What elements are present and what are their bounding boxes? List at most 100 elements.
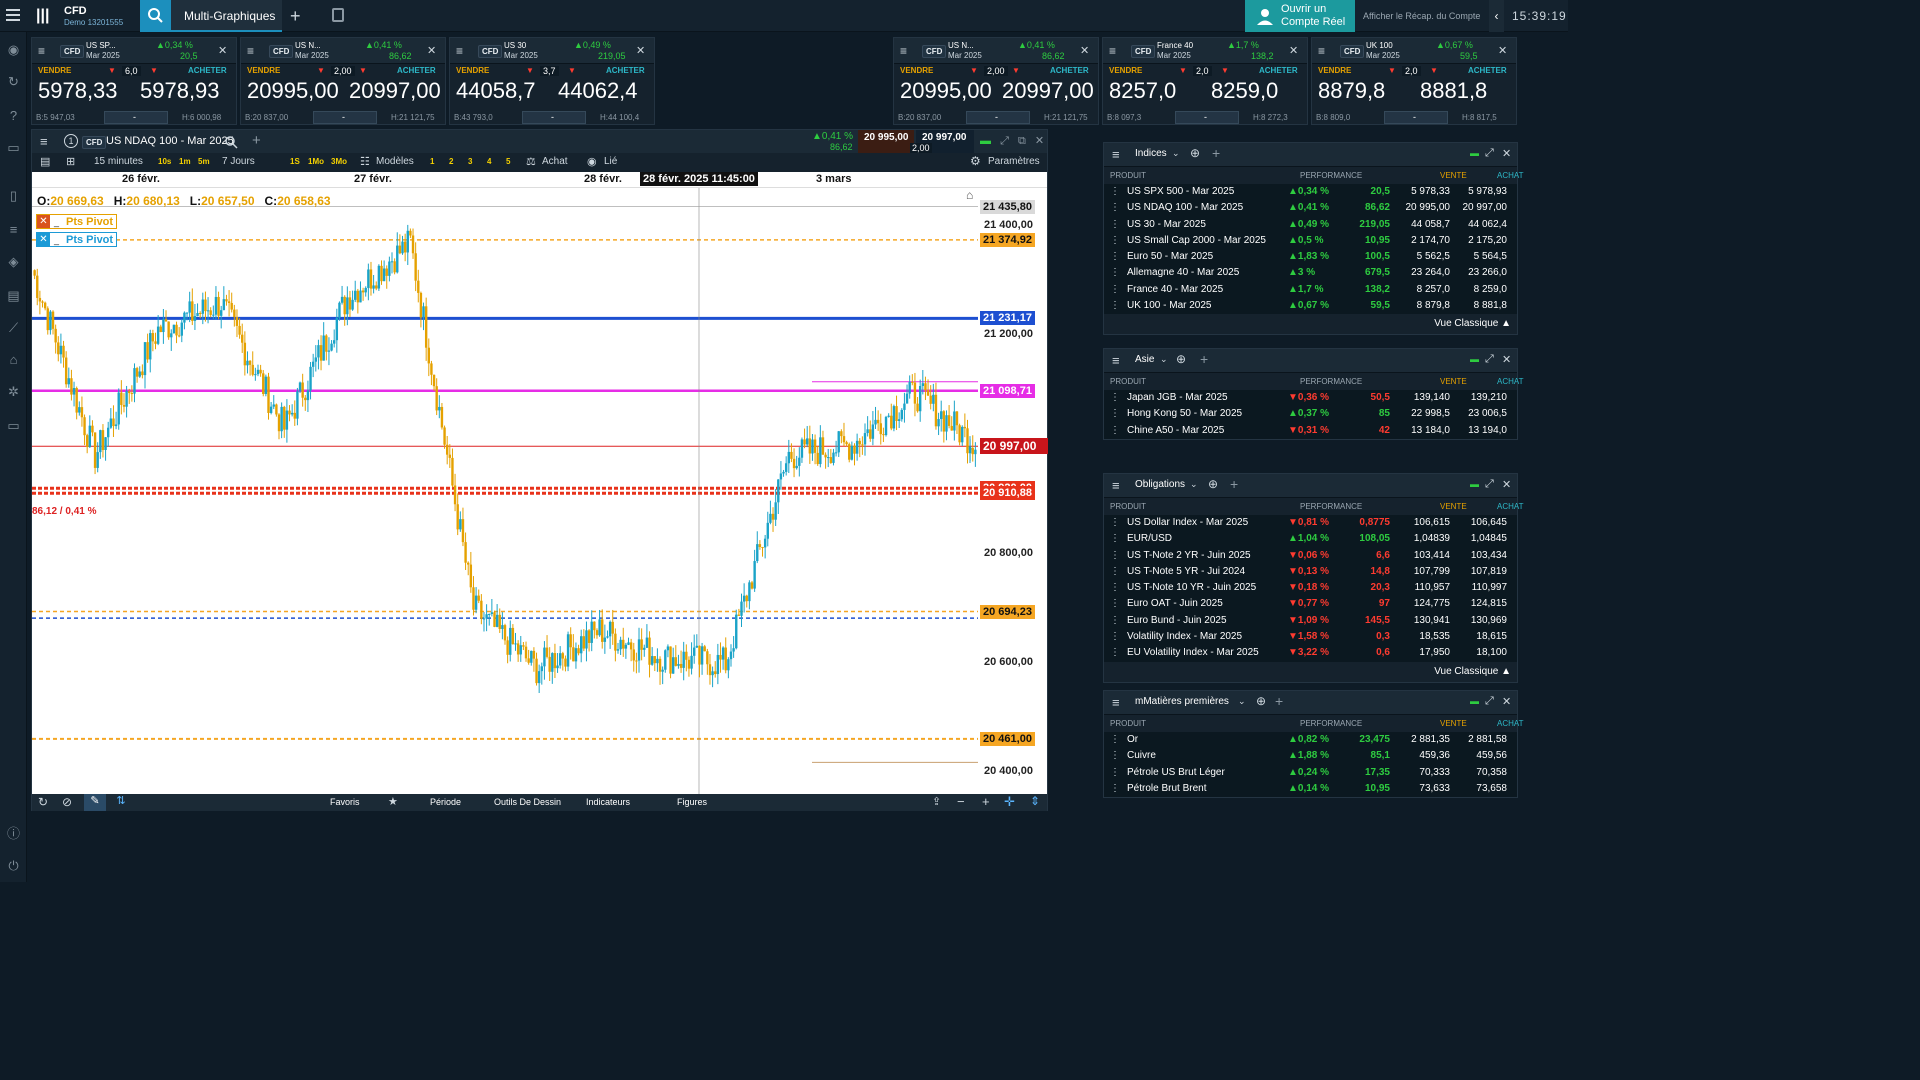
classic-view-button[interactable]: Vue Classique ▲ xyxy=(1434,665,1511,677)
price-chart[interactable] xyxy=(32,188,1047,794)
grid-icon[interactable]: ⊞ xyxy=(66,156,76,168)
row-buy[interactable]: 130,969 xyxy=(1470,614,1507,626)
table-row[interactable]: ⋮ US SPX 500 - Mar 2025 ▲0,34 % 20,5 5 9… xyxy=(1104,184,1517,201)
close-icon[interactable]: ✕ xyxy=(1502,148,1512,160)
document-icon[interactable]: ▤ xyxy=(7,288,20,303)
favorite-star-icon[interactable]: ★ xyxy=(388,796,398,808)
chart-info-icon[interactable]: 1 xyxy=(64,134,78,148)
col-product[interactable]: PRODUIT xyxy=(1110,377,1146,386)
zoom-icon[interactable]: ⊕ xyxy=(1190,146,1201,160)
tile-qty-input[interactable]: - xyxy=(966,111,1030,124)
wallet-icon[interactable]: ▭ xyxy=(7,140,20,155)
plot-area[interactable]: O: 20 669,63 H: 20 680,13 L: 20 657,50 C… xyxy=(32,188,1048,794)
col-product[interactable]: PRODUIT xyxy=(1110,171,1146,180)
minimize-icon[interactable]: ▬ xyxy=(1470,354,1479,364)
classic-view-button[interactable]: Vue Classique ▲ xyxy=(1434,318,1511,330)
panel-title[interactable]: mMatières premières xyxy=(1135,696,1229,707)
tile-menu-icon[interactable]: ≡ xyxy=(247,44,255,58)
tab-favoris[interactable]: Favoris xyxy=(330,797,360,807)
instrument-tile[interactable]: ≡ CFD France 40 Mar 2025 ▲1,7 % 138,2 ✕ … xyxy=(1102,37,1308,125)
col-sell[interactable]: VENTE xyxy=(1440,377,1467,386)
table-row[interactable]: ⋮ Volatility Index - Mar 2025 ▼1,58 % 0,… xyxy=(1104,629,1517,646)
table-row[interactable]: ⋮ UK 100 - Mar 2025 ▲0,67 % 59,5 8 879,8… xyxy=(1104,298,1517,315)
row-sell[interactable]: 107,799 xyxy=(1413,565,1450,577)
tile-close-icon[interactable]: ✕ xyxy=(636,45,646,57)
row-sell[interactable]: 8 257,0 xyxy=(1416,283,1450,295)
row-menu-icon[interactable]: ⋮ xyxy=(1110,766,1120,778)
tab-figures[interactable]: Figures xyxy=(677,797,708,807)
lie-button[interactable]: Lié xyxy=(604,156,618,167)
row-sell[interactable]: 1,04839 xyxy=(1413,533,1450,545)
row-menu-icon[interactable]: ⋮ xyxy=(1110,218,1120,230)
col-buy[interactable]: ACHAT xyxy=(1497,719,1524,728)
row-sell[interactable]: 13 184,0 xyxy=(1411,424,1450,436)
instrument-tile[interactable]: ≡ CFD US SP... Mar 2025 ▲0,34 % 20,5 ✕ V… xyxy=(31,37,237,125)
table-row[interactable]: ⋮ US Dollar Index - Mar 2025 ▼0,81 % 0,8… xyxy=(1104,515,1517,532)
col-buy[interactable]: ACHAT xyxy=(1497,502,1524,511)
cursor-tool-icon[interactable]: ⇅ xyxy=(116,795,126,807)
row-sell[interactable]: 18,535 xyxy=(1419,631,1450,643)
row-menu-icon[interactable]: ⋮ xyxy=(1110,750,1120,762)
row-sell[interactable]: 5 562,5 xyxy=(1416,251,1450,263)
minimize-icon[interactable]: ▬ xyxy=(980,135,991,147)
tile-qty-input[interactable]: - xyxy=(313,111,377,124)
row-menu-icon[interactable]: ⋮ xyxy=(1110,267,1120,279)
row-buy[interactable]: 23 266,0 xyxy=(1468,267,1507,279)
close-icon[interactable]: ✕ xyxy=(1034,135,1045,147)
row-buy[interactable]: 70,358 xyxy=(1476,766,1507,778)
tile-close-icon[interactable]: ✕ xyxy=(218,45,228,57)
col-sell[interactable]: VENTE xyxy=(1440,719,1467,728)
params-button[interactable]: Paramètres xyxy=(988,156,1040,167)
col-buy[interactable]: ACHAT xyxy=(1497,171,1524,180)
tile-ask[interactable]: 5978,93 xyxy=(140,78,220,103)
expand-icon[interactable]: ⤢ xyxy=(1000,135,1009,147)
table-row[interactable]: ⋮ Chine A50 - Mar 2025 ▼0,31 % 42 13 184… xyxy=(1104,422,1517,439)
row-buy[interactable]: 124,815 xyxy=(1470,598,1507,610)
folder-icon[interactable]: ▭ xyxy=(7,418,20,433)
add-icon[interactable]: + xyxy=(1230,476,1239,492)
zoom-icon[interactable]: ⊕ xyxy=(1176,352,1187,366)
row-menu-icon[interactable]: ⋮ xyxy=(1110,533,1120,545)
row-buy[interactable]: 44 062,4 xyxy=(1468,218,1507,230)
row-sell[interactable]: 70,333 xyxy=(1419,766,1450,778)
row-menu-icon[interactable]: ⋮ xyxy=(1110,186,1120,197)
draw-pen-icon[interactable]: ✎ xyxy=(84,794,106,811)
row-menu-icon[interactable]: ⋮ xyxy=(1110,517,1120,528)
row-buy[interactable]: 459,56 xyxy=(1476,750,1507,762)
table-row[interactable]: ⋮ Or ▲0,82 % 23,475 2 881,35 2 881,58 xyxy=(1104,732,1517,749)
interval-5m[interactable]: 5m xyxy=(198,157,210,166)
tile-qty-input[interactable]: - xyxy=(1175,111,1239,124)
row-menu-icon[interactable]: ⋮ xyxy=(1110,251,1120,263)
tile-menu-icon[interactable]: ≡ xyxy=(456,44,464,58)
row-buy[interactable]: 139,210 xyxy=(1470,392,1507,403)
tile-close-icon[interactable]: ✕ xyxy=(1498,45,1508,57)
row-menu-icon[interactable]: ⋮ xyxy=(1110,202,1120,214)
panel-menu-icon[interactable]: ≡ xyxy=(1112,478,1120,493)
row-menu-icon[interactable]: ⋮ xyxy=(1110,300,1120,312)
tab-periode[interactable]: Période xyxy=(430,797,462,807)
tile-close-icon[interactable]: ✕ xyxy=(1289,45,1299,57)
col-performance[interactable]: PERFORMANCE xyxy=(1300,377,1363,386)
add-icon[interactable]: + xyxy=(1200,351,1209,367)
preset-4[interactable]: 4 xyxy=(487,157,492,166)
info-icon[interactable]: ⓘ xyxy=(6,826,20,841)
row-buy[interactable]: 20 997,00 xyxy=(1462,202,1508,214)
tile-menu-icon[interactable]: ≡ xyxy=(38,44,46,58)
row-buy[interactable]: 110,997 xyxy=(1471,582,1507,594)
row-sell[interactable]: 73,633 xyxy=(1419,782,1450,794)
row-sell[interactable]: 2 881,35 xyxy=(1411,734,1450,745)
tile-qty-input[interactable]: - xyxy=(104,111,168,124)
indicator-style-icon[interactable]: _ xyxy=(53,216,59,227)
expand-icon[interactable]: ⤢ xyxy=(1485,147,1494,159)
row-menu-icon[interactable]: ⋮ xyxy=(1110,565,1120,577)
pivot-indicator-1[interactable]: ✕ _ Pts Pivot xyxy=(36,214,118,229)
row-buy[interactable]: 8 881,8 xyxy=(1473,300,1507,312)
scroll-up-icon[interactable]: ⌂ xyxy=(966,188,974,202)
chevron-down-icon[interactable]: ⌄ xyxy=(1160,354,1168,364)
row-buy[interactable]: 23 006,5 xyxy=(1468,408,1507,420)
tile-qty-input[interactable]: - xyxy=(522,111,586,124)
timeframe-select[interactable]: 15 minutes xyxy=(94,156,143,167)
row-sell[interactable]: 23 264,0 xyxy=(1411,267,1450,279)
table-row[interactable]: ⋮ Pétrole US Brut Léger ▲0,24 % 17,35 70… xyxy=(1104,764,1517,781)
panel-title[interactable]: Obligations xyxy=(1135,479,1186,490)
